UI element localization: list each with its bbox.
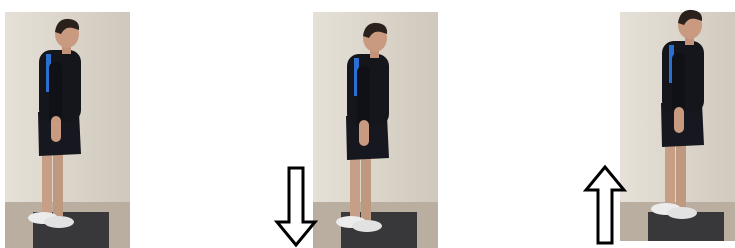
figure [0, 0, 735, 248]
arrow-up [586, 167, 624, 243]
photo-raised [620, 10, 735, 248]
photo-lowered [313, 12, 438, 248]
arrow-down [277, 168, 315, 245]
photo-standing [5, 12, 130, 248]
page: {} html, body { margin: 0; padding: 0; b… [0, 0, 735, 248]
page-body: (() => { const data = JSON.parse(documen… [0, 0, 735, 248]
